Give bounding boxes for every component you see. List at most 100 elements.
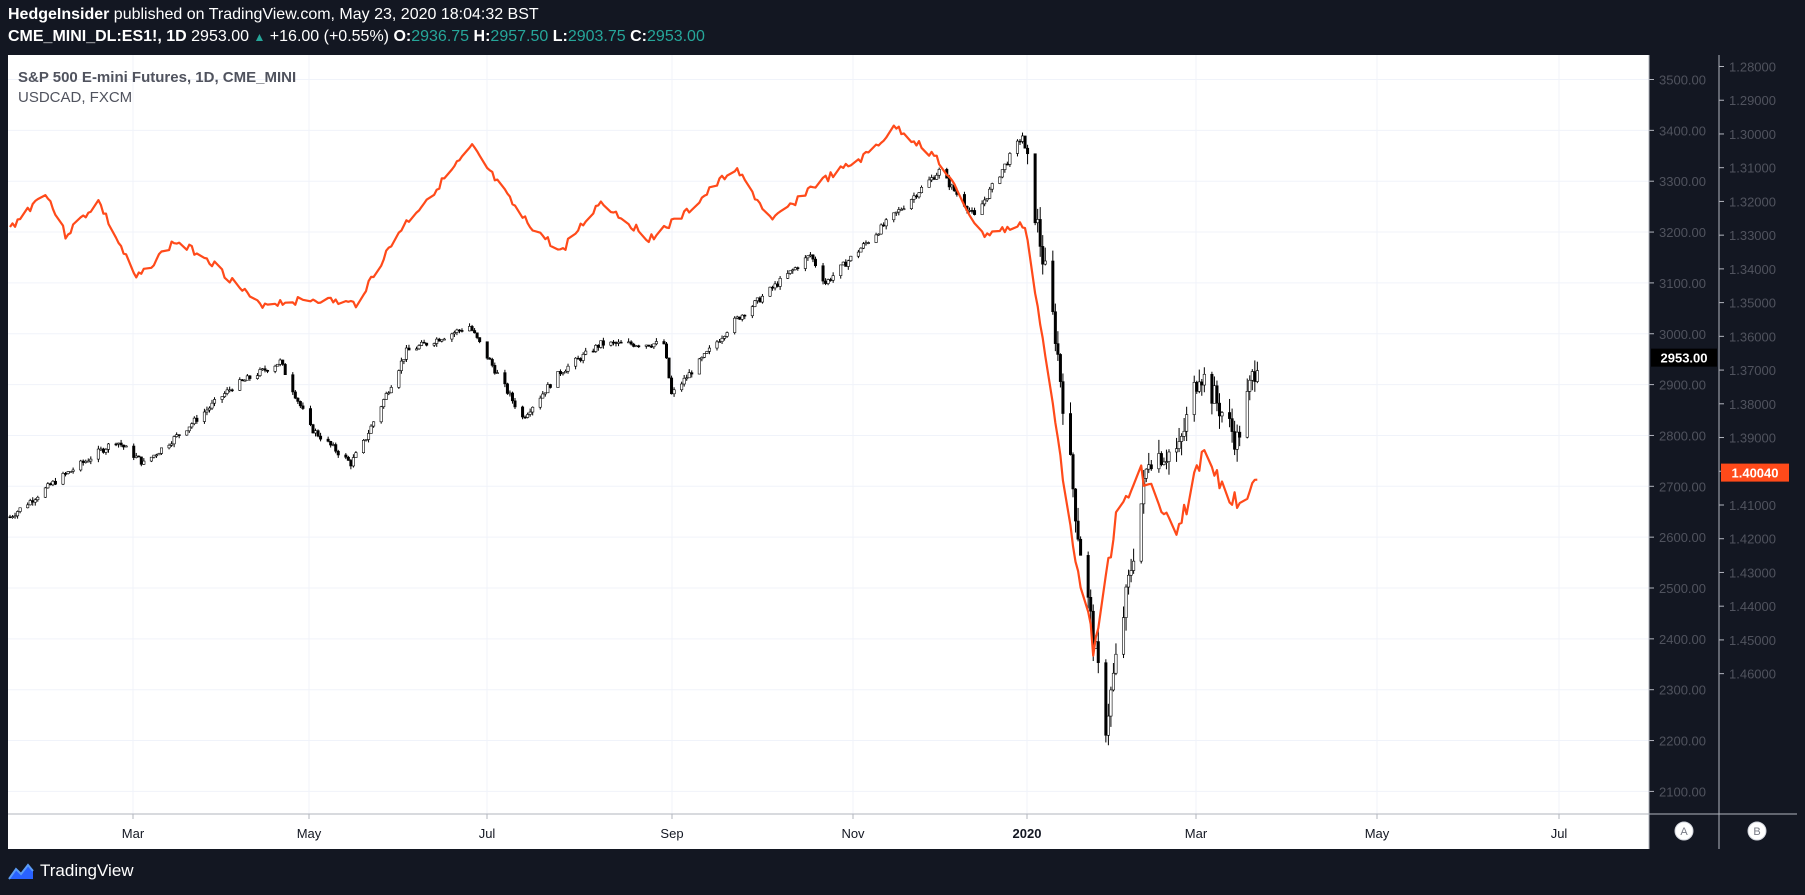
candle-body xyxy=(563,370,567,374)
candle-body xyxy=(1212,385,1216,404)
left-tick-label: 2700.00 xyxy=(1659,479,1706,494)
tradingview-logo-icon xyxy=(8,863,34,880)
usdcad-last-price-tag-bg xyxy=(1721,463,1789,482)
candle-body xyxy=(1167,451,1171,462)
candle-body xyxy=(66,471,70,475)
candle-body xyxy=(1038,219,1042,247)
candle-body xyxy=(634,345,638,348)
candle-body xyxy=(334,444,338,452)
candle-body xyxy=(1245,391,1249,438)
candle-body xyxy=(912,195,916,200)
candle-body xyxy=(1215,385,1219,404)
candle-body xyxy=(1026,147,1030,155)
publisher-name[interactable]: HedgeInsider xyxy=(8,6,110,23)
candle-body xyxy=(46,483,50,489)
tradingview-brand[interactable]: TradingView xyxy=(40,861,134,880)
candle-body xyxy=(13,515,17,518)
candle-body xyxy=(1008,153,1012,165)
candle-body xyxy=(718,341,722,343)
candle-body xyxy=(11,516,15,518)
candle-body xyxy=(909,199,913,209)
candle-body xyxy=(440,339,444,342)
candle-body xyxy=(478,337,482,343)
right-price-scale[interactable]: 1.28000 1.29000 1.30000 1.31000 1.32000 1.330… xyxy=(1719,60,1776,682)
candle-body xyxy=(662,341,666,345)
scale-button-b xyxy=(1747,821,1767,841)
candle-body xyxy=(276,363,280,367)
candle-body xyxy=(702,353,706,358)
candle-body xyxy=(99,448,103,451)
candle-body xyxy=(8,516,12,519)
candle-body xyxy=(457,329,461,332)
candle-body xyxy=(1210,373,1214,404)
candle-body xyxy=(649,345,653,348)
right-tick-label: 1.30000 xyxy=(1729,127,1776,142)
candle-body xyxy=(407,347,411,351)
candle-body xyxy=(18,507,22,512)
candle-body xyxy=(450,333,454,340)
candle-body xyxy=(308,408,312,425)
candle-body xyxy=(53,480,57,485)
close-value: 2953.00 xyxy=(647,28,705,45)
candle-body xyxy=(505,383,509,394)
open-value: 2936.75 xyxy=(411,28,470,45)
candle-body xyxy=(283,364,287,376)
candle-body xyxy=(513,400,517,408)
candle-body xyxy=(16,511,20,517)
time-axis[interactable]: Mar May Jul Sep Nov 2020 Mar May Jul xyxy=(122,814,1568,841)
candle-body xyxy=(1195,381,1199,392)
candle-body xyxy=(725,332,729,337)
last-price: 2953.00 xyxy=(191,28,249,45)
left-tick-label: 2800.00 xyxy=(1659,428,1706,443)
candle-body xyxy=(581,354,585,361)
candle-body xyxy=(967,210,971,212)
candle-body xyxy=(124,445,128,448)
candle-body xyxy=(632,343,636,347)
candle-body xyxy=(877,233,881,236)
candle-body xyxy=(1069,413,1073,455)
candle-body xyxy=(1182,430,1186,437)
candle-body xyxy=(821,265,825,282)
candle-body xyxy=(437,338,441,342)
right-tick-label: 1.31000 xyxy=(1729,161,1776,176)
time-label: Jul xyxy=(479,826,496,841)
candle-body xyxy=(1253,371,1257,382)
candle-body xyxy=(442,338,446,341)
candle-body xyxy=(177,434,181,436)
left-tick-label: 2600.00 xyxy=(1659,530,1706,545)
candle-body xyxy=(1238,431,1242,438)
candle-body xyxy=(831,275,835,281)
time-label: Sep xyxy=(660,826,683,841)
candle-body xyxy=(950,184,954,188)
candle-body xyxy=(998,176,1002,184)
candle-body xyxy=(647,344,651,347)
low-label: L: xyxy=(552,28,568,45)
candle-body xyxy=(1033,153,1037,224)
candle-body xyxy=(258,369,262,376)
candle-body xyxy=(826,279,830,284)
main-series-legend[interactable]: S&P 500 E-mini Futures, 1D, CME_MINI xyxy=(18,69,296,86)
left-price-scale[interactable]: 3500.00 3400.00 3300.00 3200.00 3100.00 3000.… xyxy=(1649,73,1706,800)
candle-body xyxy=(367,433,371,440)
candle-body xyxy=(740,314,744,320)
candle-body xyxy=(738,316,742,320)
right-tick-label: 1.37000 xyxy=(1729,363,1776,378)
candle-body xyxy=(596,345,600,348)
candle-body xyxy=(644,344,648,347)
left-tick-label: 3400.00 xyxy=(1659,123,1706,138)
candle-body xyxy=(584,350,588,355)
candle-body xyxy=(311,424,315,434)
candle-body xyxy=(788,270,792,274)
candle-body xyxy=(119,442,123,446)
candle-body xyxy=(64,473,68,475)
candle-body xyxy=(508,392,512,395)
candle-body xyxy=(415,348,419,351)
candle-body xyxy=(1132,560,1136,571)
overlay-series-legend[interactable]: USDCAD, FXCM xyxy=(18,89,132,106)
right-tick-label: 1.33000 xyxy=(1729,228,1776,243)
candle-body xyxy=(1248,379,1252,392)
candle-body xyxy=(1005,163,1009,166)
